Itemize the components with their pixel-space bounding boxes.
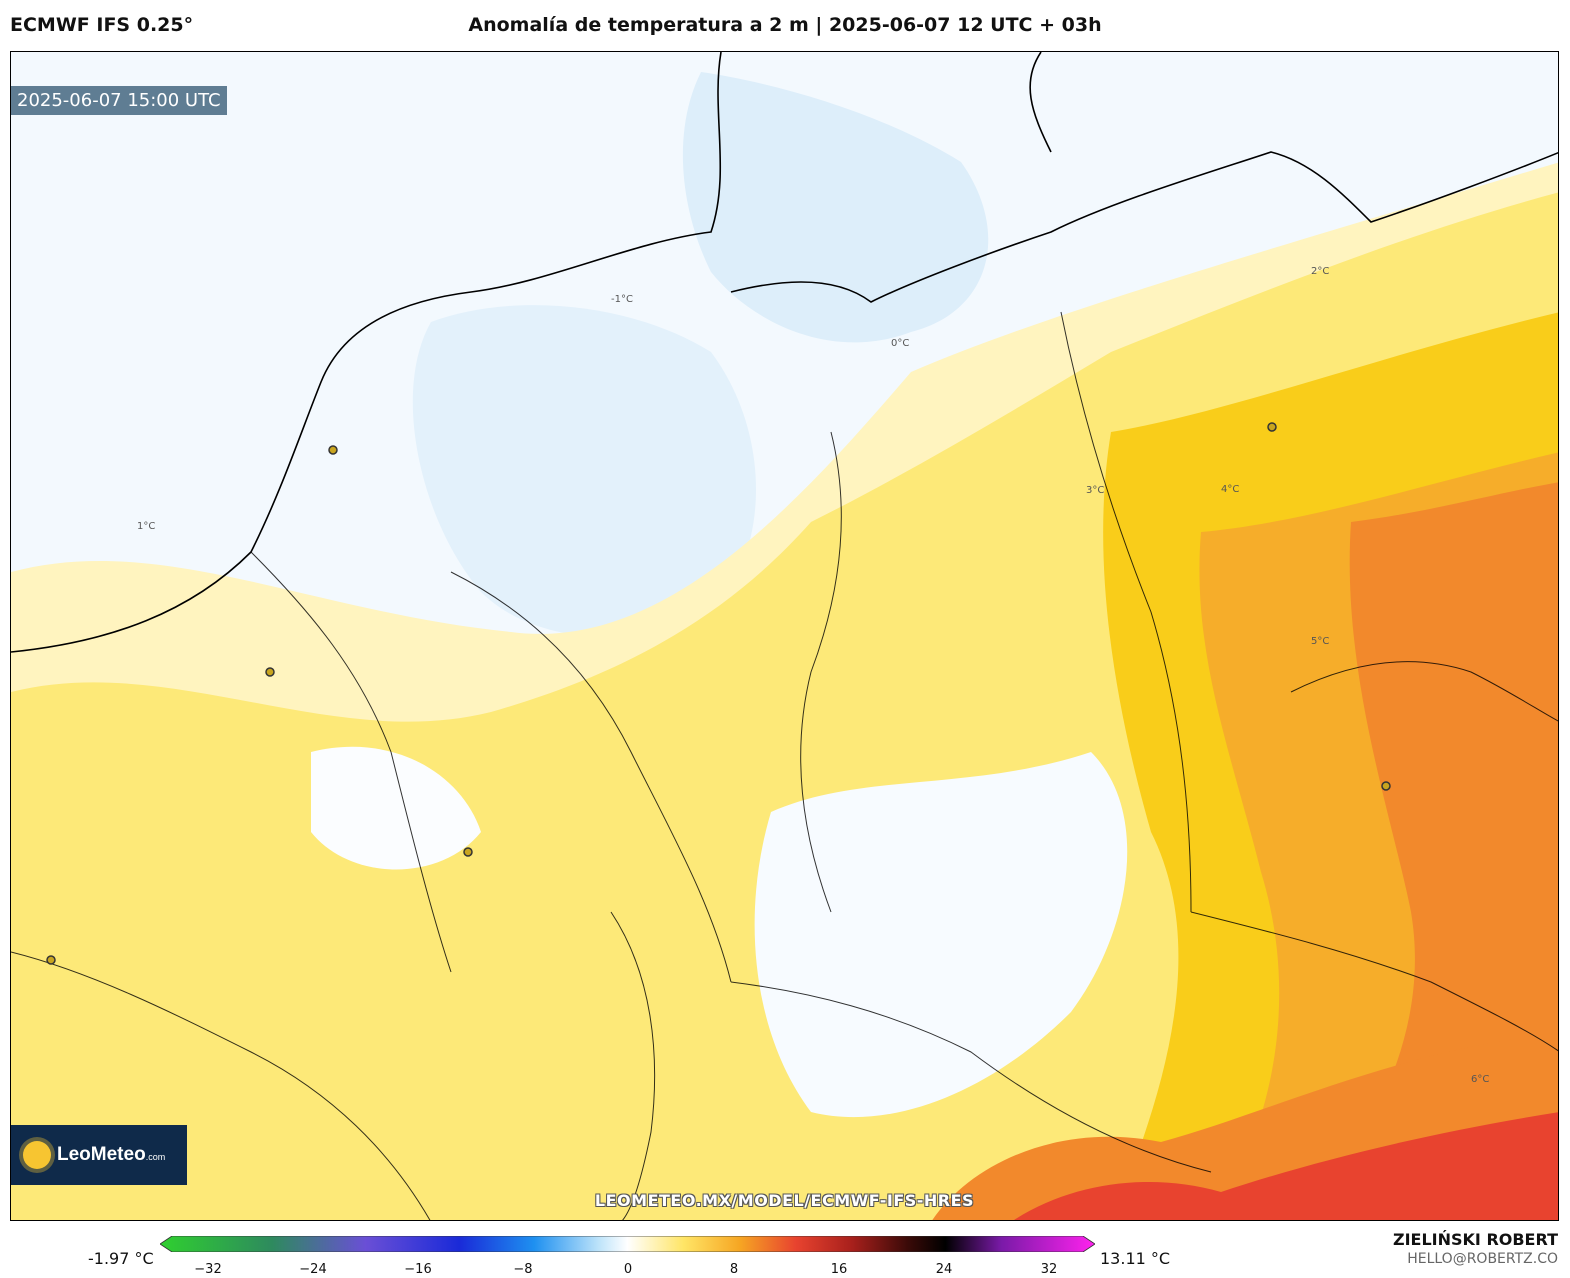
map-title: Anomalía de temperatura a 2 m | 2025-06-… [468, 14, 1102, 36]
borders [11, 311, 1558, 1220]
colorbar-tick: 0 [623, 1262, 633, 1277]
city-marker [1267, 422, 1277, 432]
warm-layer-6 [1014, 1112, 1558, 1220]
author-name: ZIELIŃSKI ROBERT [1392, 1230, 1558, 1249]
author-email[interactable]: HELLO@ROBERTZ.CO [1407, 1251, 1558, 1267]
contour-label: -1°C [611, 294, 633, 305]
colorbar-tick: −8 [513, 1262, 533, 1277]
city-markers [46, 422, 1391, 965]
colorbar-tick: −16 [404, 1262, 432, 1277]
colorbar-tick: −24 [299, 1262, 327, 1277]
city-marker [328, 445, 338, 455]
contour-label: 3°C [1086, 485, 1104, 496]
contour-labels: 0°C -1°C 1°C 2°C 3°C 4°C 5°C 6°C [137, 266, 1489, 1085]
cool-patch-south [311, 746, 481, 870]
colorbar-tick: 8 [729, 1262, 739, 1277]
colorbar-min-label: -1.97 °C [88, 1249, 154, 1268]
logo-suffix: .com [145, 1152, 166, 1162]
temperature-anomaly-map[interactable]: 0°C -1°C 1°C 2°C 3°C 4°C 5°C 6°C 2025-06… [10, 51, 1559, 1221]
model-name: ECMWF IFS 0.25° [10, 14, 194, 36]
logo-name: LeoMeteo [57, 1144, 146, 1165]
map-canvas: 0°C -1°C 1°C 2°C 3°C 4°C 5°C 6°C [11, 52, 1558, 1220]
contour-label: 1°C [137, 521, 155, 532]
colorbar-tick: 16 [830, 1262, 848, 1277]
colorbar [160, 1236, 1095, 1252]
contour-label: 4°C [1221, 484, 1239, 495]
colorbar-gradient [160, 1236, 1095, 1252]
warm-layer-5 [1312, 482, 1558, 1220]
colorbar-tick: −32 [194, 1262, 222, 1277]
contour-label: 0°C [891, 338, 909, 349]
colorbar-tick: 32 [1040, 1262, 1058, 1277]
city-marker [265, 667, 275, 677]
coastlines [11, 52, 1558, 653]
valid-time-badge: 2025-06-07 15:00 UTC [11, 86, 227, 115]
city-marker [1381, 781, 1391, 791]
contour-label: 2°C [1311, 266, 1329, 277]
contour-label: 6°C [1471, 1074, 1489, 1085]
city-marker [46, 955, 56, 965]
sun-icon [23, 1141, 51, 1169]
cool-patch-central [754, 752, 1128, 1118]
contour-label: 5°C [1311, 636, 1329, 647]
watermark-url: LEOMETEO.MX/MODEL/ECMWF-IFS-HRES [594, 1191, 975, 1210]
cold-area-germany [412, 305, 756, 637]
leometeo-logo[interactable]: LeoMeteo.com [11, 1125, 187, 1185]
colorbar-max-label: 13.11 °C [1100, 1249, 1171, 1268]
colorbar-tick: 24 [935, 1262, 953, 1277]
city-marker [463, 847, 473, 857]
cold-area-north-sea [682, 72, 989, 343]
